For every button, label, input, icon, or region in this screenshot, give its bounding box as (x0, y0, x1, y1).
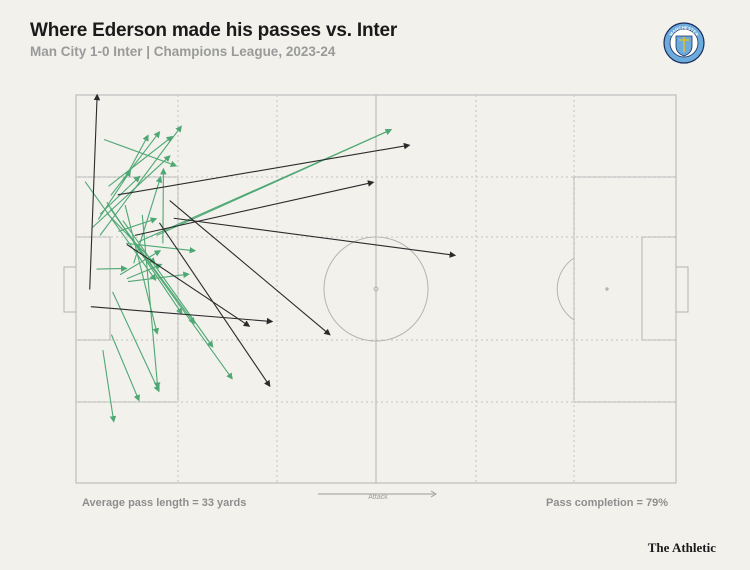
incomplete-pass-4 (134, 180, 375, 236)
pass-completion: Pass completion = 79% (546, 497, 668, 509)
left-goal (63, 266, 77, 313)
incomplete-pass-7 (173, 217, 457, 258)
average-pass-length: Average pass length = 33 yards (82, 497, 247, 509)
zone-grid (76, 95, 676, 483)
completed-pass-21 (118, 217, 158, 232)
completed-pass-33 (109, 208, 233, 380)
incomplete-pass-8 (117, 142, 411, 196)
centre-spot (373, 286, 379, 292)
completed-pass-20 (160, 167, 167, 244)
man-city-crest-icon: MANCHESTER (663, 22, 705, 64)
incomplete-pass-2 (90, 306, 274, 325)
chart-title: Where Ederson made his passes vs. Inter (30, 20, 398, 41)
right-penalty-area (573, 176, 677, 403)
right-penalty-arc (556, 257, 575, 321)
left-six-yard-box (75, 236, 111, 341)
completed-pass-23 (96, 265, 128, 272)
completed-pass-35 (112, 291, 160, 393)
completed-pass-22 (126, 242, 197, 254)
pitch-lines (63, 94, 689, 484)
right-penalty-spot (605, 287, 609, 291)
completed-pass-28 (84, 181, 157, 281)
passes-layer (84, 93, 457, 423)
right-goal (675, 266, 689, 313)
completed-pass-34 (141, 214, 161, 390)
attack-direction: Attack (318, 486, 438, 504)
completed-pass-18 (99, 125, 182, 236)
completed-pass-17 (97, 169, 132, 220)
completed-pass-36 (110, 334, 140, 402)
incomplete-pass-3 (126, 244, 251, 327)
right-six-yard-box (641, 236, 677, 341)
completed-pass-37 (102, 349, 117, 423)
completed-pass-16 (99, 175, 141, 215)
completed-pass-13 (108, 135, 174, 187)
attack-label: Attack (368, 494, 388, 501)
completed-pass-12 (103, 138, 178, 168)
incomplete-pass-5 (158, 222, 271, 388)
completed-pass-11 (92, 155, 171, 228)
completed-pass-10 (156, 128, 393, 236)
the-athletic-logo: The Athletic (647, 540, 716, 555)
completed-pass-32 (122, 220, 214, 348)
incomplete-pass-1 (89, 93, 101, 290)
attack-arrow-icon (318, 490, 437, 498)
chart-subtitle: Man City 1-0 Inter | Champions League, 2… (30, 44, 336, 59)
incomplete-pass-6 (169, 200, 331, 336)
completed-pass-15 (110, 131, 161, 196)
